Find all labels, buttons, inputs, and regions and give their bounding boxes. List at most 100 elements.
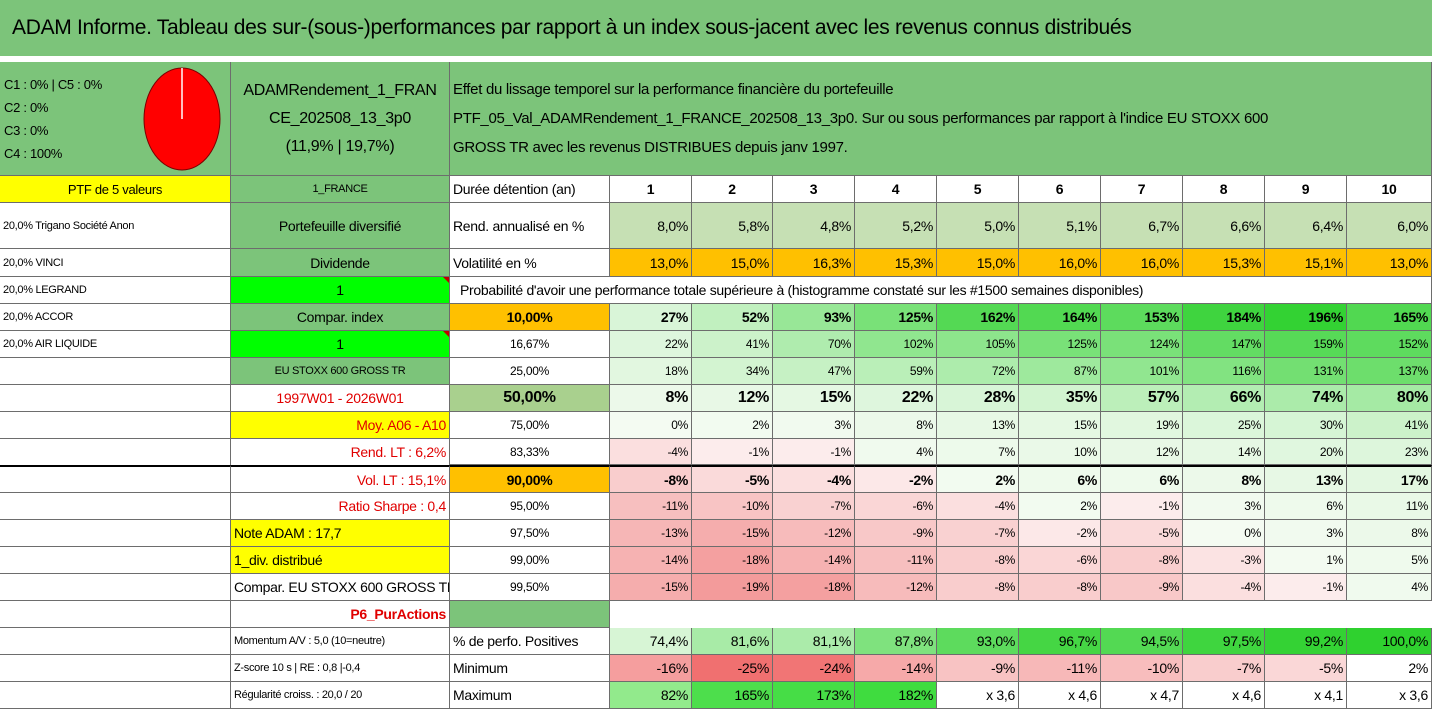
index-name: EU STOXX 600 GROSS TR xyxy=(231,358,450,385)
quantile-value: -19% xyxy=(692,574,773,601)
quantile-value: 4% xyxy=(855,439,937,465)
period: 1997W01 - 2026W01 xyxy=(231,385,450,412)
fund-name-line1: ADAMRendement_1_FRAN xyxy=(243,81,437,99)
blank-cell xyxy=(0,465,231,493)
quantile-value: -1% xyxy=(1265,574,1347,601)
quantile-value: 8% xyxy=(855,412,937,439)
quantile-value: 28% xyxy=(937,385,1019,412)
quantile-value: 6% xyxy=(1019,465,1101,493)
quantile-value: 105% xyxy=(937,331,1019,358)
dividend-label: Dividende xyxy=(231,249,450,277)
quantile-value: -6% xyxy=(855,493,937,520)
note-adam: Note ADAM : 17,7 xyxy=(231,520,450,547)
moy-label: Moy. A06 - A10 xyxy=(231,412,450,439)
rend-value: 6,6% xyxy=(1183,203,1265,249)
quantile-value: 35% xyxy=(1019,385,1101,412)
class-line-2: C2 : 0% xyxy=(4,99,49,115)
quantile-value: 11% xyxy=(1347,493,1432,520)
quantile-value: 70% xyxy=(773,331,855,358)
rend-lt: Rend. LT : 6,2% xyxy=(231,439,450,466)
description-cell: Effet du lissage temporel sur la perform… xyxy=(450,62,1432,176)
quantile-value: 59% xyxy=(855,358,937,385)
quantile-value: 66% xyxy=(1183,385,1265,412)
quantile-value: -8% xyxy=(937,574,1019,601)
quantile-value: -1% xyxy=(692,439,773,465)
blank-cell xyxy=(0,358,231,385)
rend-value: 5,0% xyxy=(937,203,1019,249)
quantile-value: -9% xyxy=(1101,574,1183,601)
vol-value: 15,3% xyxy=(1183,249,1265,277)
blank-cell xyxy=(0,520,231,547)
vol-lt: Vol. LT : 15,1% xyxy=(231,465,450,493)
quantile-value: 18% xyxy=(610,358,692,385)
description-line2: PTF_05_Val_ADAMRendement_1_FRANCE_202508… xyxy=(453,110,1269,127)
year-header: 4 xyxy=(855,176,937,203)
description-line3: GROSS TR avec les revenus DISTRIBUES dep… xyxy=(453,139,848,156)
max-value: x 3,6 xyxy=(1347,682,1432,709)
year-header: 9 xyxy=(1265,176,1347,203)
dividend-value[interactable]: 1 xyxy=(231,277,450,304)
pos-value: 97,5% xyxy=(1183,628,1265,655)
max-value: x 4,7 xyxy=(1101,682,1183,709)
quantile-value: 102% xyxy=(855,331,937,358)
blank-cell xyxy=(0,412,231,439)
blank-cell xyxy=(0,601,231,628)
strategy-bar xyxy=(450,601,610,628)
max-value: 182% xyxy=(855,682,937,709)
max-value: x 3,6 xyxy=(937,682,1019,709)
quantile-value: 3% xyxy=(1265,520,1347,547)
blank-cell xyxy=(0,493,231,520)
rend-value: 6,0% xyxy=(1347,203,1432,249)
quantile-value: -3% xyxy=(1183,547,1265,574)
quantile-value: -18% xyxy=(692,547,773,574)
max-value: x 4,6 xyxy=(1019,682,1101,709)
year-header: 2 xyxy=(692,176,773,203)
blank-cell xyxy=(0,547,231,574)
blank-cell xyxy=(0,574,231,601)
holding-2: 20,0% VINCI xyxy=(0,249,231,277)
quantile-value: 0% xyxy=(610,412,692,439)
quantile-value: 34% xyxy=(692,358,773,385)
rend-value: 6,4% xyxy=(1265,203,1347,249)
quantile-value: 0% xyxy=(1183,520,1265,547)
quantile-value: 57% xyxy=(1101,385,1183,412)
vol-value: 15,3% xyxy=(855,249,937,277)
blank-cell xyxy=(0,655,231,682)
quantile-value: 116% xyxy=(1183,358,1265,385)
pos-value: 81,6% xyxy=(692,628,773,655)
fund-returns: (11,9% | 19,7%) xyxy=(285,137,395,155)
quantile-value: -7% xyxy=(937,520,1019,547)
quantile-value: 153% xyxy=(1101,304,1183,331)
blank-cell xyxy=(0,385,231,412)
compar-full: Compar. EU STOXX 600 GROSS TR xyxy=(231,574,450,601)
quantile-value: -4% xyxy=(773,465,855,493)
vol-value: 15,0% xyxy=(937,249,1019,277)
rend-value: 5,1% xyxy=(1019,203,1101,249)
vol-value: 16,0% xyxy=(1019,249,1101,277)
quantile-value: 125% xyxy=(855,304,937,331)
quantile-label: 99,50% xyxy=(450,574,610,601)
vol-value: 16,0% xyxy=(1101,249,1183,277)
quantile-value: -11% xyxy=(855,547,937,574)
ptf-label: PTF de 5 valeurs xyxy=(0,176,231,203)
quantile-label: 90,00% xyxy=(450,465,610,493)
pos-label: % de perfo. Positives xyxy=(450,628,610,655)
min-value: -11% xyxy=(1019,655,1101,682)
holding-4: 20,0% ACCOR xyxy=(0,304,231,331)
vol-value: 15,1% xyxy=(1265,249,1347,277)
year-header: 10 xyxy=(1347,176,1432,203)
min-value: -16% xyxy=(610,655,692,682)
quantile-value: -8% xyxy=(937,547,1019,574)
quantile-value: 15% xyxy=(1019,412,1101,439)
max-value: 82% xyxy=(610,682,692,709)
quantile-value: 152% xyxy=(1347,331,1432,358)
holding-1: 20,0% Trigano Société Anon xyxy=(0,203,231,249)
quantile-value: -5% xyxy=(1101,520,1183,547)
max-value: 165% xyxy=(692,682,773,709)
compar-value[interactable]: 1 xyxy=(231,331,450,358)
quantile-value: 19% xyxy=(1101,412,1183,439)
quantile-value: -1% xyxy=(1101,493,1183,520)
min-value: 2% xyxy=(1347,655,1432,682)
quantile-value: 41% xyxy=(1347,412,1432,439)
quantile-value: 162% xyxy=(937,304,1019,331)
